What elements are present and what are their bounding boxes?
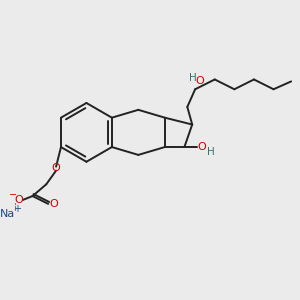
Text: O: O [198, 142, 206, 152]
Text: H: H [207, 147, 215, 157]
Text: Na: Na [0, 209, 15, 219]
Text: +: + [13, 204, 21, 214]
Text: O: O [14, 195, 23, 205]
Text: O: O [196, 76, 204, 86]
Text: O: O [50, 199, 58, 209]
Text: −: − [9, 190, 17, 200]
Text: O: O [52, 163, 60, 172]
Text: H: H [189, 73, 197, 82]
